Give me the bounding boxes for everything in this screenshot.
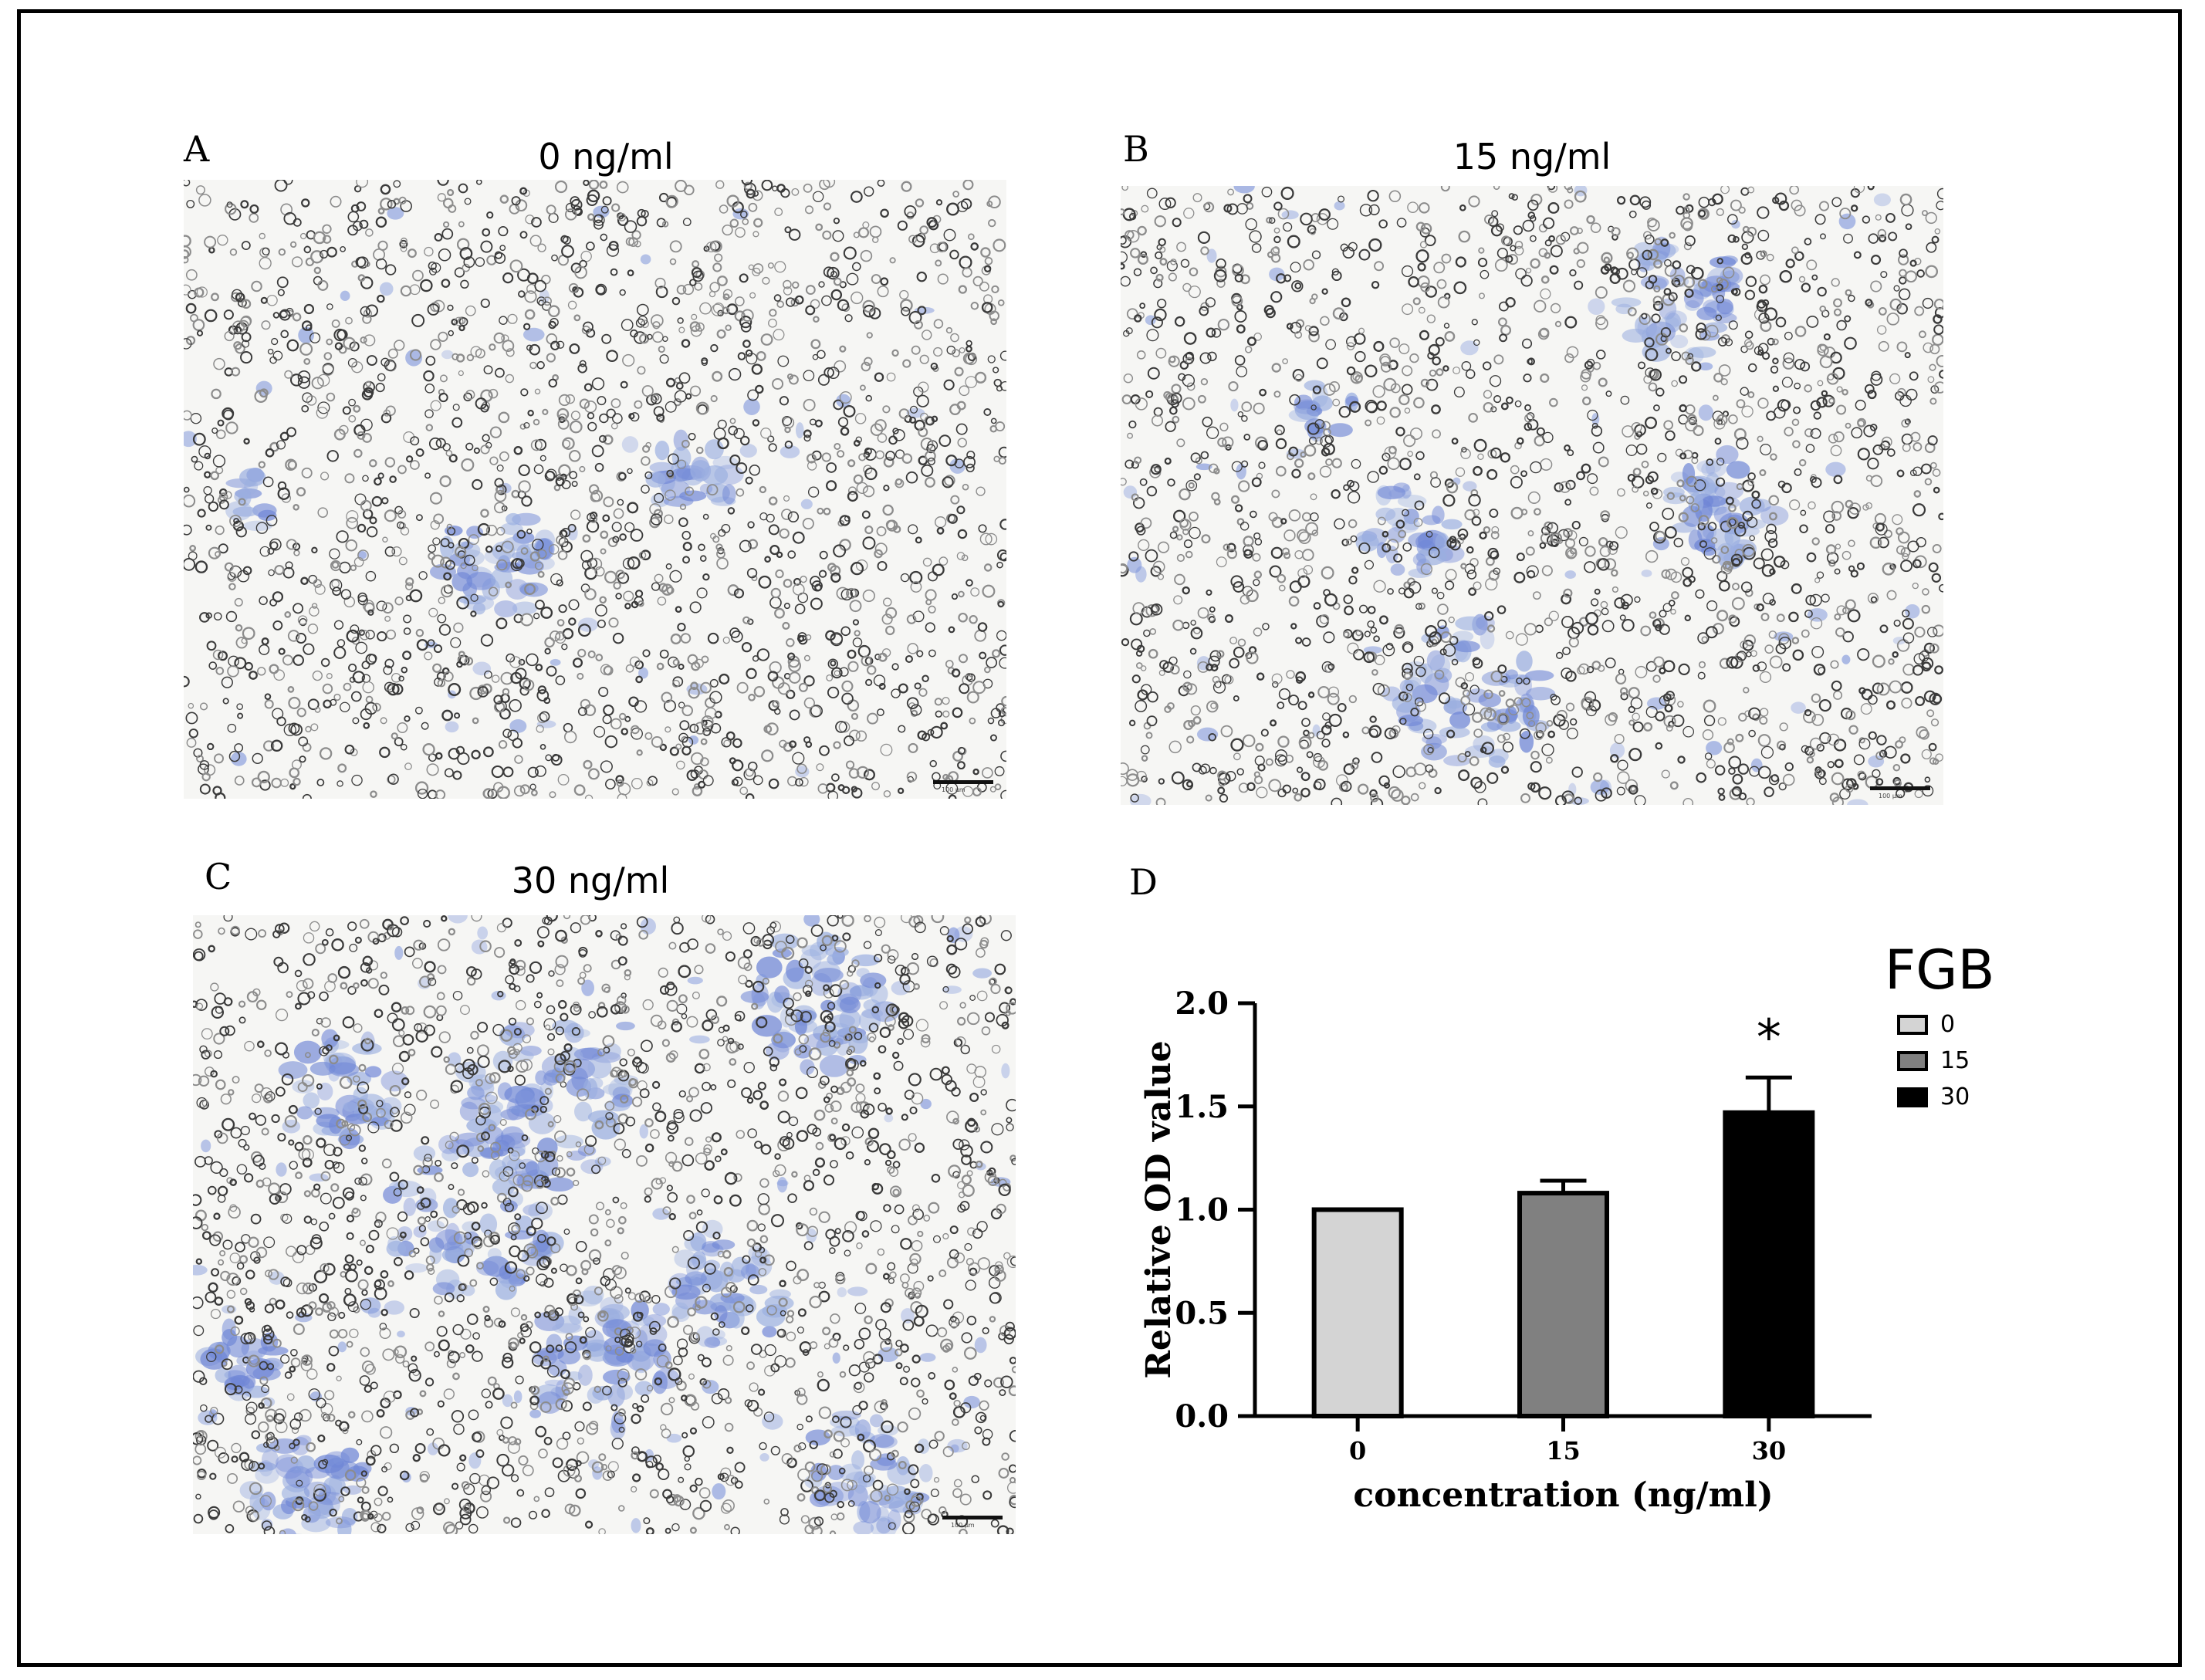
x-tick-label: 0 <box>1349 1436 1366 1465</box>
panel-a-title: 0 ng/ml <box>538 136 674 177</box>
panel-c-letter: C <box>205 856 232 897</box>
bar-0 <box>1311 1207 1404 1418</box>
panel-b-letter: B <box>1123 128 1149 170</box>
panel-c-title: 30 ng/ml <box>511 860 670 901</box>
legend-label: 15 <box>1940 1047 1970 1074</box>
legend-title: FGB <box>1885 938 1995 1002</box>
legend-label: 30 <box>1940 1083 1970 1110</box>
x-axis-label: concentration (ng/ml) <box>1353 1475 1773 1515</box>
y-tick-label: 0.5 <box>1175 1295 1229 1331</box>
legend-item-30: 30 <box>1897 1083 1970 1110</box>
legend-swatch <box>1897 1050 1928 1071</box>
scale-bar-label: 100 μm <box>1879 793 1902 799</box>
legend-item-15: 15 <box>1897 1047 1970 1074</box>
scale-bar-label: 100 μm <box>951 1522 975 1529</box>
scale-bar <box>933 780 993 784</box>
legend-swatch <box>1897 1087 1928 1107</box>
legend-label: 0 <box>1940 1011 1956 1038</box>
bar-15 <box>1517 1191 1609 1418</box>
y-tick-label: 1.5 <box>1175 1089 1229 1125</box>
scale-bar-label: 100 μm <box>942 786 966 793</box>
x-tick-label: 30 <box>1752 1436 1787 1465</box>
legend-swatch <box>1897 1014 1928 1035</box>
bar-30 <box>1723 1110 1815 1419</box>
micrograph-a: 100 μm <box>184 180 1006 799</box>
panel-b-title: 15 ng/ml <box>1453 136 1611 177</box>
x-tick-label: 15 <box>1546 1436 1581 1465</box>
micrograph-c: 100 μm <box>193 915 1016 1534</box>
scale-bar <box>1870 786 1930 790</box>
y-tick-label: 1.0 <box>1175 1192 1229 1229</box>
scale-bar <box>942 1516 1003 1519</box>
figure-frame <box>17 9 2182 1667</box>
legend-item-0: 0 <box>1897 1011 1955 1038</box>
y-tick-label: 0.0 <box>1175 1398 1229 1435</box>
panel-a-letter: A <box>184 128 210 170</box>
significance-marker: * <box>1757 1009 1781 1066</box>
y-axis-label: Relative OD value <box>1139 1040 1179 1378</box>
y-tick-label: 2.0 <box>1175 985 1229 1022</box>
panel-d-letter: D <box>1129 861 1158 903</box>
micrograph-b: 100 μm <box>1121 186 1943 805</box>
